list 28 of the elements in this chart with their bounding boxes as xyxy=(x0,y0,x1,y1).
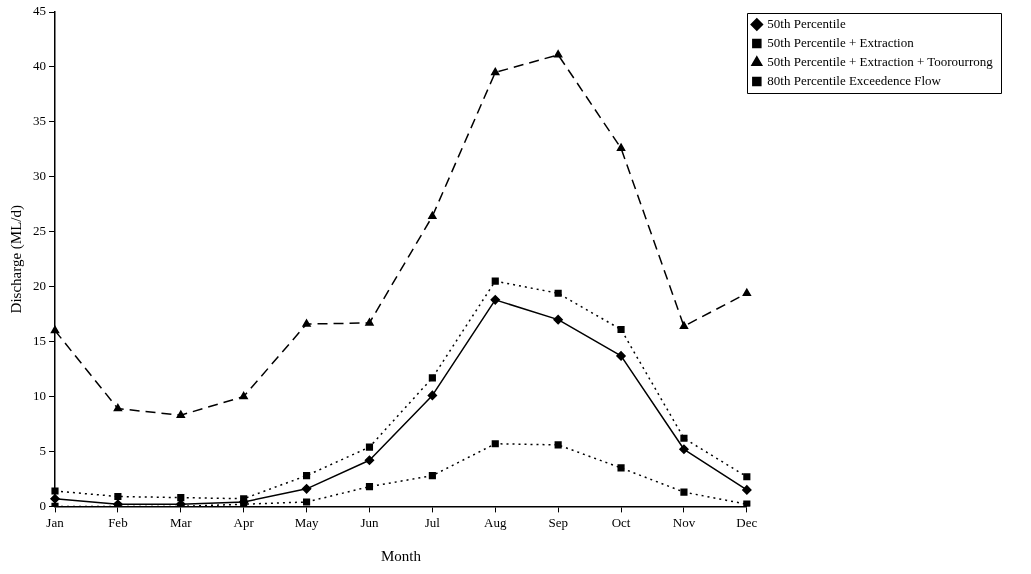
x-tick-label: Dec xyxy=(736,514,758,530)
legend-label: 80th Percentile Exceedence Flow xyxy=(767,72,942,88)
y-axis-title: Discharge (ML/d) xyxy=(7,204,25,314)
y-tick-label: 20 xyxy=(33,278,46,294)
y-tick-label: 15 xyxy=(33,333,46,349)
y-tick-label: 5 xyxy=(39,442,46,458)
y-tick-label: 10 xyxy=(33,387,46,403)
x-axis-title: Month xyxy=(380,547,422,564)
legend-label: 50th Percentile xyxy=(767,15,846,31)
y-tick-label: 30 xyxy=(33,168,46,184)
x-tick-label: May xyxy=(294,514,319,530)
y-tick-label: 0 xyxy=(39,497,46,513)
y-tick-label: 35 xyxy=(33,113,46,129)
x-tick-label: Oct xyxy=(611,514,631,530)
x-tick-label: Apr xyxy=(233,514,255,530)
legend-label: 50th Percentile + Extraction xyxy=(767,34,915,50)
legend-label: 50th Percentile + Extraction + Toorourrong xyxy=(767,53,994,69)
x-tick-label: Feb xyxy=(108,514,128,530)
y-tick-label: 45 xyxy=(33,3,46,19)
x-tick-label: Mar xyxy=(169,514,193,530)
x-tick-label: Nov xyxy=(672,514,696,530)
x-tick-label: Aug xyxy=(484,514,507,530)
y-tick-label: 40 xyxy=(33,58,46,74)
y-tick-label: 25 xyxy=(33,223,46,239)
x-tick-label: Jul xyxy=(424,514,441,530)
x-tick-label: Jan xyxy=(46,514,65,530)
x-tick-label: Jun xyxy=(360,514,379,530)
x-tick-label: Sep xyxy=(548,514,568,530)
